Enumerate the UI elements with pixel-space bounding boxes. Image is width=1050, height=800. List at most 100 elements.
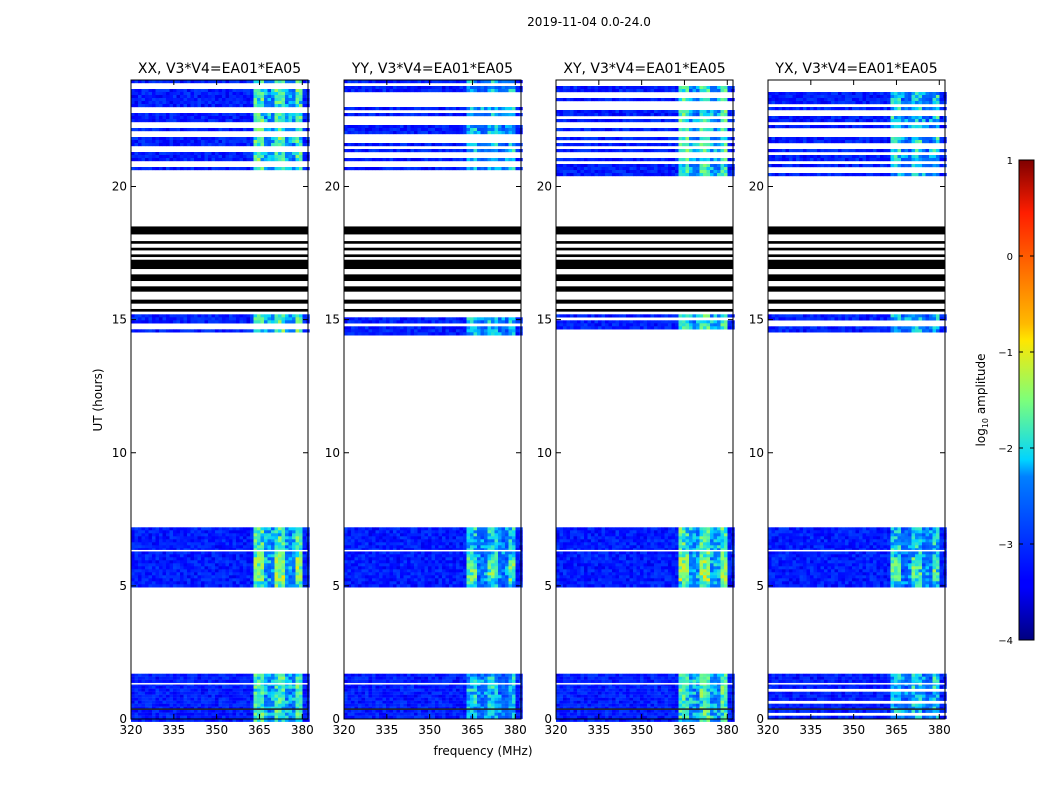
heatmap-cell: [278, 581, 282, 585]
heatmap-cell: [389, 545, 394, 549]
heatmap-cell: [218, 533, 223, 537]
heatmap-cell: [386, 548, 390, 552]
heatmap-cell: [292, 80, 296, 84]
heatmap-cell: [501, 539, 506, 543]
heatmap-cell: [400, 530, 404, 534]
heatmap-cell: [386, 715, 390, 719]
heatmap-cell: [145, 563, 149, 567]
heatmap-cell: [361, 527, 366, 531]
heatmap-cell: [410, 709, 415, 713]
heatmap-cell: [204, 685, 209, 689]
heatmap-cell: [365, 320, 369, 324]
heatmap-cell: [456, 317, 460, 321]
heatmap-cell: [176, 158, 181, 162]
heatmap-cell: [386, 679, 390, 683]
heatmap-cell: [131, 685, 135, 689]
heatmap-cell: [208, 566, 212, 570]
heatmap-cell: [145, 566, 149, 570]
heatmap-cell: [201, 703, 205, 707]
heatmap-cell: [445, 548, 450, 552]
heatmap-cell: [222, 700, 226, 704]
heatmap-cell: [484, 527, 488, 531]
heatmap-cell: [190, 706, 195, 710]
heatmap-cell: [515, 715, 520, 719]
heatmap-cell: [260, 128, 265, 132]
heatmap-cell: [271, 706, 275, 710]
heatmap-cell: [417, 584, 422, 588]
heatmap-cell: [271, 691, 275, 695]
heatmap-cell: [407, 545, 411, 549]
heatmap-cell: [421, 572, 425, 576]
heatmap-cell: [410, 563, 415, 567]
heatmap-cell: [428, 572, 432, 576]
heatmap-cell: [463, 566, 467, 570]
heatmap-cell: [396, 533, 401, 537]
heatmap-cell: [299, 95, 303, 99]
heatmap-cell: [236, 688, 240, 692]
heatmap-cell: [131, 673, 135, 677]
heatmap-cell: [183, 557, 188, 561]
heatmap-cell: [204, 715, 209, 719]
heatmap-cell: [173, 140, 177, 144]
heatmap-cell: [243, 718, 247, 722]
heatmap-cell: [400, 533, 404, 537]
heatmap-cell: [505, 709, 509, 713]
heatmap-cell: [292, 548, 296, 552]
heatmap-cell: [183, 119, 188, 123]
heatmap-cell: [508, 554, 513, 558]
heatmap-cell: [435, 584, 439, 588]
heatmap-cell: [375, 694, 380, 698]
heatmap-cell: [463, 688, 467, 692]
heatmap-cell: [288, 572, 293, 576]
heatmap-cell: [260, 143, 265, 147]
heatmap-cell: [211, 95, 216, 99]
heatmap-cell: [278, 718, 282, 722]
heatmap-cell: [302, 527, 307, 531]
heatmap-cell: [295, 101, 300, 105]
heatmap-cell: [281, 572, 286, 576]
heatmap-cell: [449, 326, 453, 330]
heatmap-cell: [138, 688, 142, 692]
heatmap-cell: [166, 575, 170, 579]
heatmap-cell: [375, 539, 380, 543]
heatmap-cell: [243, 685, 247, 689]
heatmap-cell: [134, 98, 139, 102]
heatmap-cell: [183, 575, 188, 579]
heatmap-cell: [236, 314, 240, 318]
heatmap-cell: [152, 95, 156, 99]
heatmap-cell: [239, 119, 244, 123]
heatmap-cell: [215, 557, 219, 561]
heatmap-cell: [344, 712, 348, 716]
heatmap-cell: [204, 554, 209, 558]
flagged-row: [131, 247, 308, 251]
heatmap-cell: [257, 575, 261, 579]
heatmap-cell: [264, 167, 268, 171]
heatmap-cell: [222, 673, 226, 677]
heatmap-cell: [414, 709, 418, 713]
heatmap-cell: [347, 569, 352, 573]
heatmap-cell: [187, 581, 191, 585]
heatmap-cell: [145, 158, 149, 162]
heatmap-cell: [264, 317, 268, 321]
heatmap-cell: [201, 685, 205, 689]
heatmap-cell: [484, 317, 488, 321]
heatmap-cell: [456, 575, 460, 579]
heatmap-cell: [302, 539, 307, 543]
heatmap-cell: [229, 158, 233, 162]
heatmap-cell: [466, 542, 471, 546]
heatmap-cell: [274, 545, 279, 549]
heatmap-cell: [288, 688, 293, 692]
heatmap-cell: [197, 317, 202, 321]
heatmap-cell: [176, 557, 181, 561]
heatmap-cell: [145, 551, 149, 555]
heatmap-cell: [208, 697, 212, 701]
heatmap-cell: [225, 685, 230, 689]
heatmap-cell: [375, 673, 380, 677]
heatmap-cell: [459, 557, 464, 561]
heatmap-cell: [278, 101, 282, 105]
heatmap-cell: [372, 679, 376, 683]
heatmap-cell: [400, 551, 404, 555]
heatmap-cell: [222, 703, 226, 707]
heatmap-cell: [232, 685, 237, 689]
heatmap-cell: [379, 700, 383, 704]
